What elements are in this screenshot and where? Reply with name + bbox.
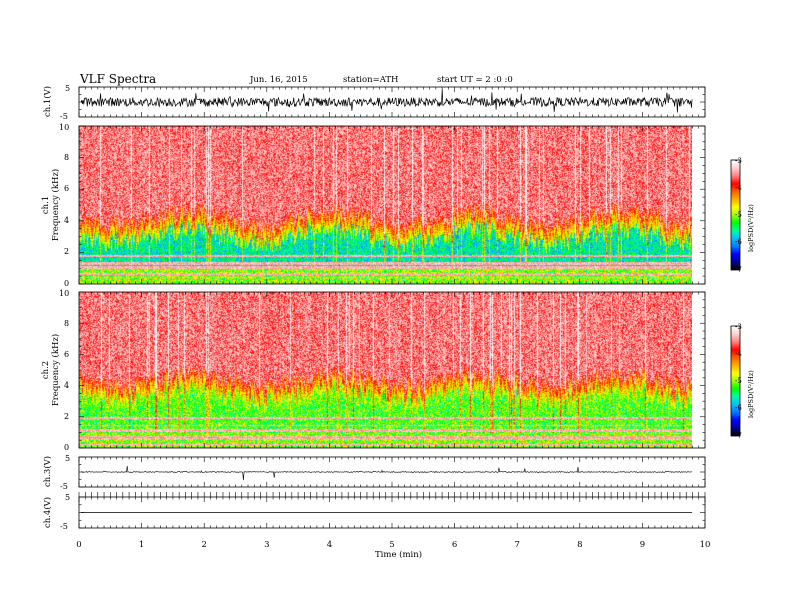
ch1-waveform-ylabel: ch.1(V)	[42, 86, 53, 117]
x-tick-labels: 0 1 2 3 4 5 6 7 8 9 10	[76, 540, 710, 550]
ch1-colorbar-frame	[730, 159, 741, 271]
x-tick-label: 4	[327, 540, 332, 550]
x-tick-label: 0	[76, 540, 81, 550]
ch2-colorbar-ticks: -3 -4 -5 -6 -7	[735, 323, 742, 440]
ch1-spectrogram-image	[79, 126, 692, 284]
ytick-label: 10	[59, 289, 69, 298]
cbar1-tick-label: -3	[735, 157, 742, 165]
axis-ticks	[78, 86, 706, 529]
ch3-waveform-ylabel: ch.3(V)	[42, 456, 53, 487]
ch1-spectrogram-ylabel-frequency: Frequency (kHz)	[50, 169, 61, 241]
x-tick-label: 2	[201, 540, 206, 550]
ch2-colorbar-label: logPSD(V²/Hz)	[747, 370, 755, 418]
cbar1-tick-label: -5	[735, 211, 742, 219]
x-tick-label: 1	[139, 540, 144, 550]
ytick-label: -5	[60, 482, 68, 491]
x-axis-label: Time (min)	[375, 549, 422, 560]
ch2-colorbar-frame	[730, 325, 741, 437]
ytick-label: -5	[60, 522, 68, 531]
ch1-colorbar-image	[731, 160, 740, 270]
x-tick-label: 7	[514, 540, 519, 550]
figure-title: VLF Spectra	[79, 72, 156, 86]
figure-start-time: start UT = 2 :0 :0	[437, 75, 513, 85]
x-tick-label: 9	[640, 540, 645, 550]
ch1-colorbar-label: logPSD(V²/Hz)	[747, 204, 755, 252]
cbar1-tick-label: -7	[735, 266, 742, 274]
figure-date: Jun. 16, 2015	[249, 75, 308, 85]
ytick-label: 4	[64, 216, 69, 225]
ch2-spectrogram-yticks: 0 2 4 6 8 10	[59, 289, 69, 452]
ch1-spectrogram-yticks: 0 2 4 6 8 10	[59, 123, 69, 288]
ch2-spectrogram-image	[79, 292, 692, 448]
x-tick-label: 8	[577, 540, 582, 550]
cbar2-tick-label: -7	[735, 432, 742, 440]
ytick-label: 2	[64, 412, 69, 421]
cbar2-tick-label: -4	[735, 350, 742, 358]
cbar2-tick-label: -6	[735, 404, 742, 412]
ch2-colorbar-image	[731, 326, 740, 436]
ytick-label: 10	[59, 123, 69, 132]
ch2-spectrogram-ylabel-channel: ch.2	[41, 361, 51, 379]
ch1-spectrogram-ylabel-channel: ch.1	[41, 196, 51, 214]
ch1-waveform-trace	[80, 88, 693, 113]
ch4-waveform-ylabel: ch.4(V)	[42, 497, 53, 528]
ytick-label: 8	[64, 319, 69, 328]
ch3-waveform-trace	[80, 465, 693, 481]
ytick-label: 0	[64, 279, 69, 288]
x-tick-label: 3	[264, 540, 269, 550]
ytick-label: 5	[65, 493, 70, 502]
ytick-label: 6	[64, 184, 69, 193]
x-tick-label: 10	[700, 540, 711, 550]
ch3-waveform-yticks: 5 -5	[60, 454, 70, 491]
ch2-spectrogram-ylabel-frequency: Frequency (kHz)	[50, 334, 61, 406]
cbar1-tick-label: -6	[735, 238, 742, 246]
cbar2-tick-label: -5	[735, 377, 742, 385]
ytick-label: 8	[64, 153, 69, 162]
ytick-label: 6	[64, 350, 69, 359]
x-tick-label: 6	[452, 540, 457, 550]
ch1-colorbar-ticks: -3 -4 -5 -6 -7	[735, 157, 742, 274]
ytick-label: 5	[65, 454, 70, 463]
figure-station: station=ATH	[343, 75, 398, 85]
ch4-waveform-yticks: 5 -5	[60, 493, 70, 531]
ch1-waveform-yticks: 5 -5	[60, 84, 70, 121]
ytick-label: 4	[64, 381, 69, 390]
ytick-label: -5	[60, 112, 68, 121]
x-tick-label: 5	[389, 540, 394, 550]
ytick-label: 2	[64, 247, 69, 256]
ytick-label: 0	[64, 443, 69, 452]
cbar1-tick-label: -4	[735, 184, 742, 192]
cbar2-tick-label: -3	[735, 323, 742, 331]
ytick-label: 5	[65, 84, 70, 93]
